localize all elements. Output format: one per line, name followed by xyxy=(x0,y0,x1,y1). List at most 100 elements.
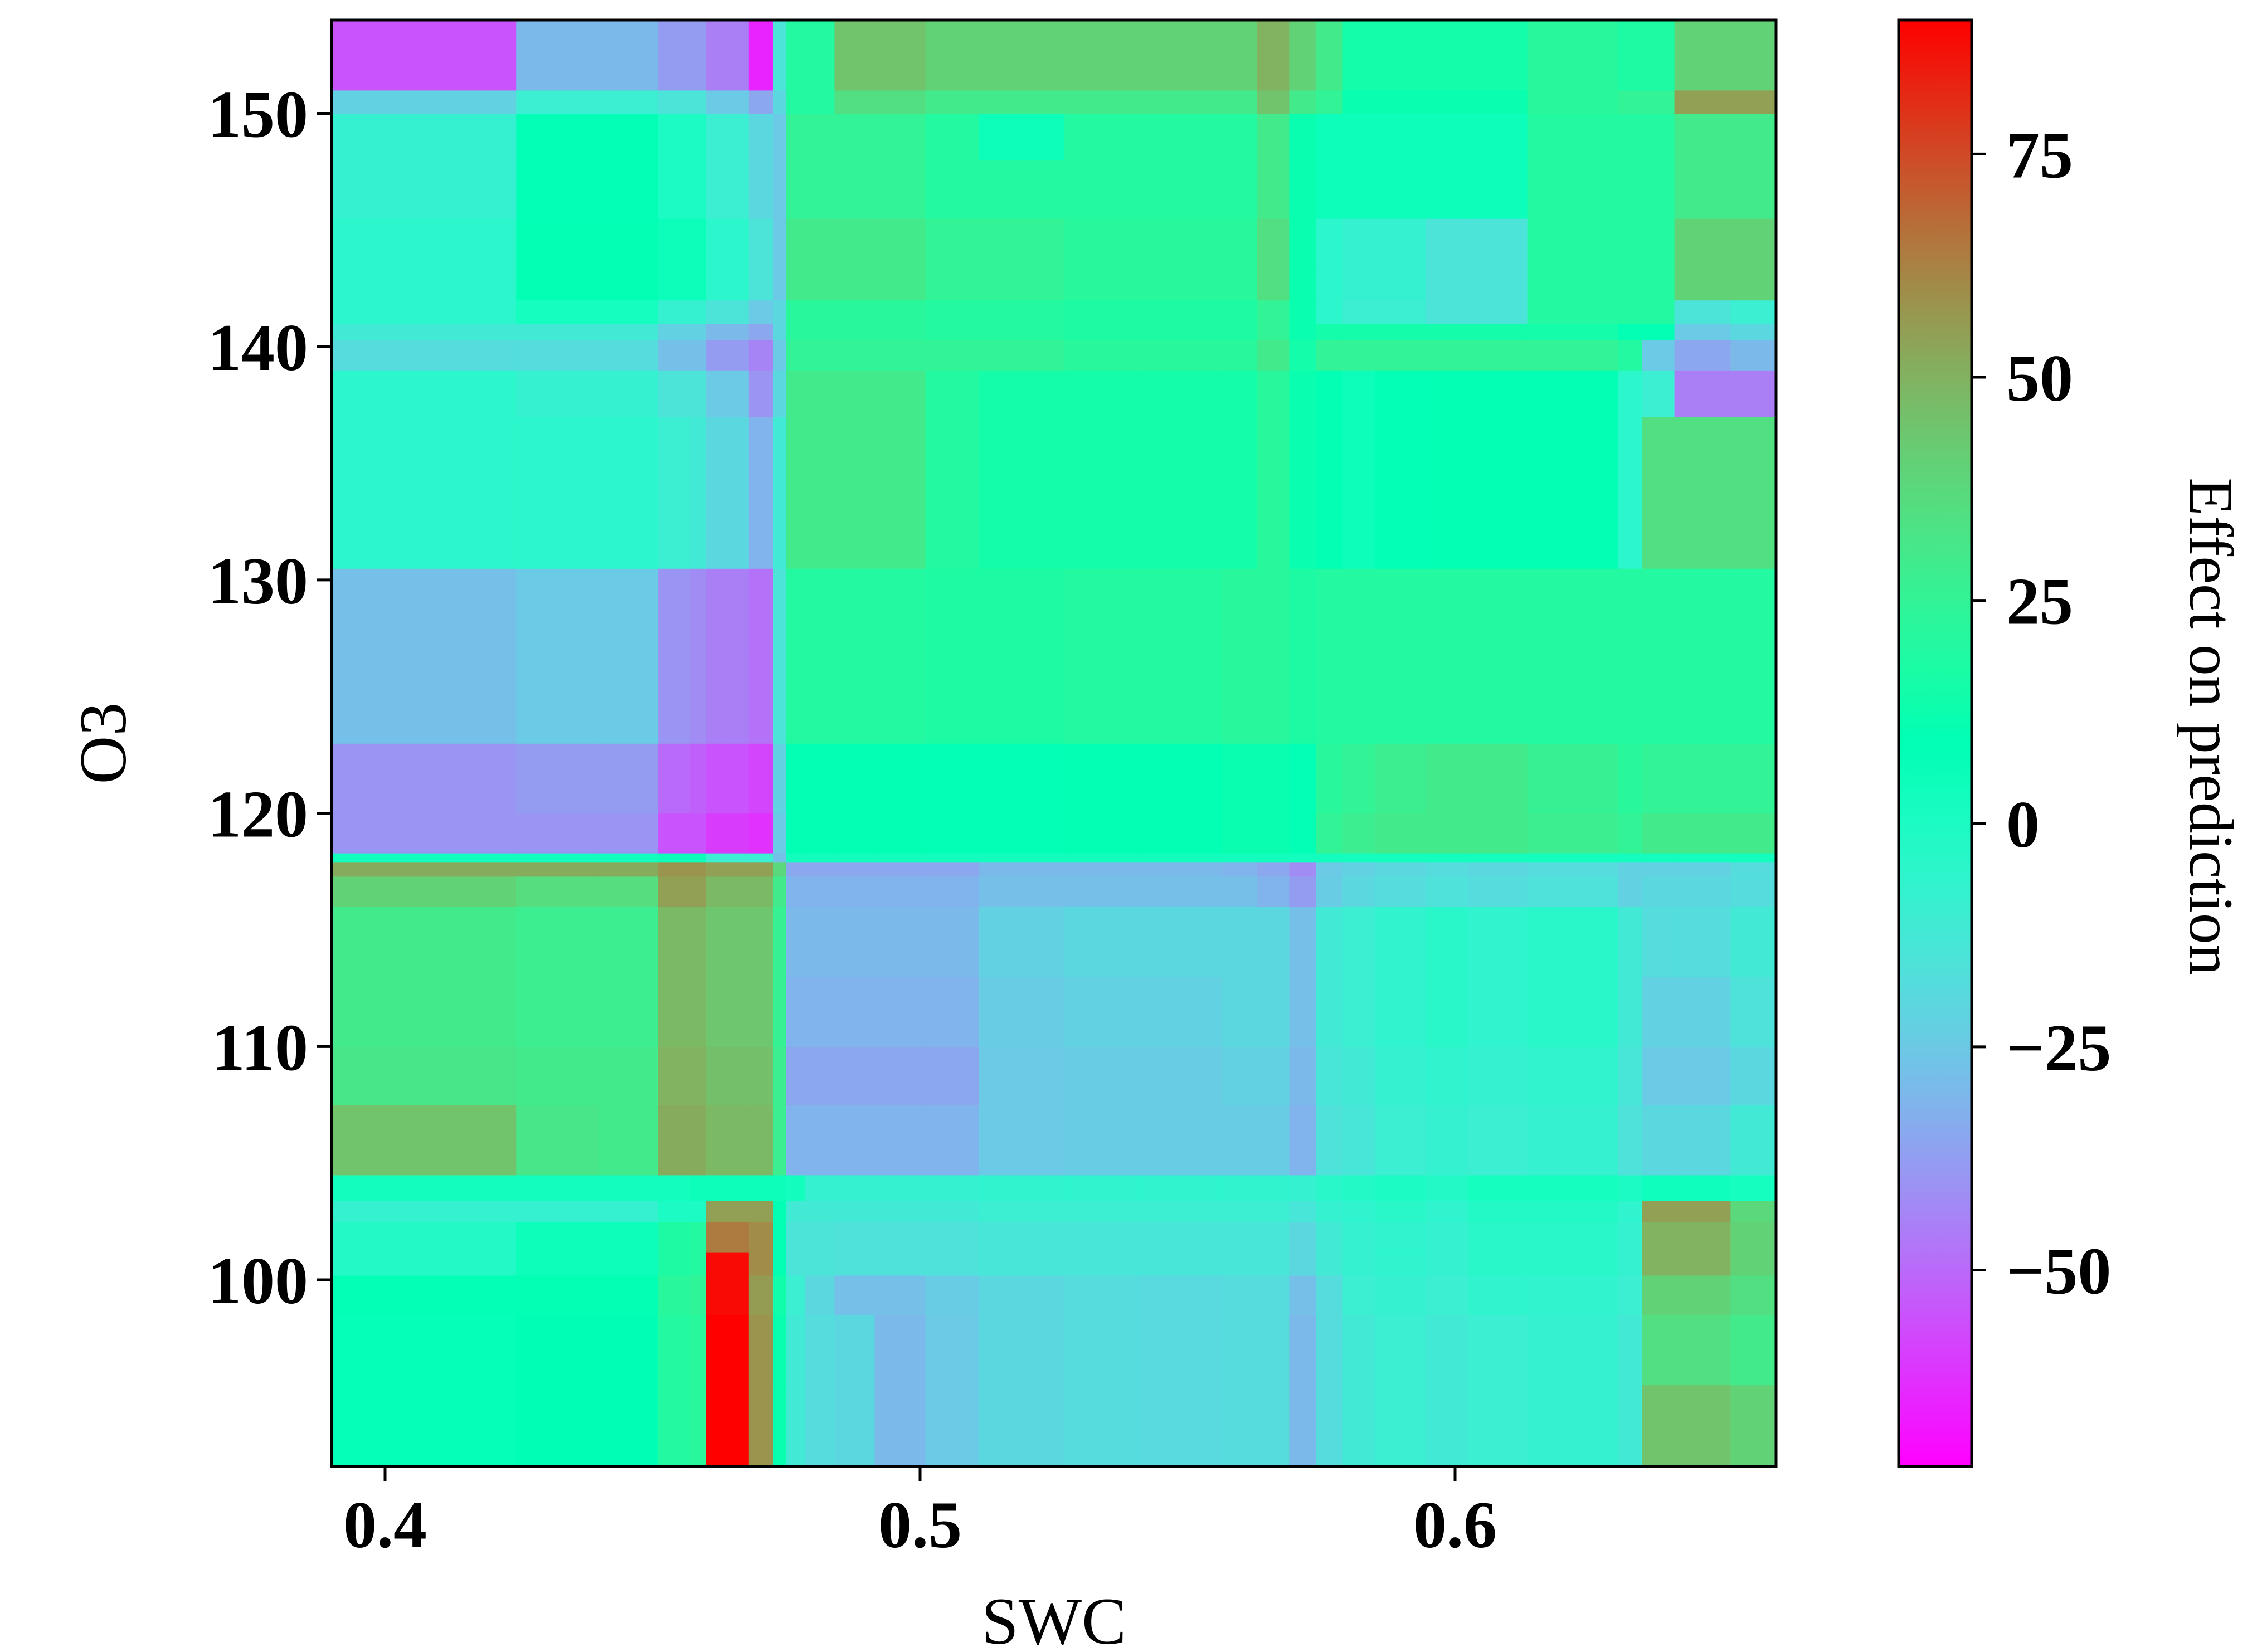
heatmap-cell xyxy=(516,1200,546,1222)
heatmap-cell xyxy=(1730,852,1777,863)
heatmap-cell xyxy=(1618,568,1643,651)
heatmap-cell xyxy=(658,1314,690,1386)
heatmap-cell xyxy=(773,1314,787,1386)
heatmap-cell xyxy=(805,1105,835,1176)
heatmap-cell xyxy=(1618,907,1643,977)
heatmap-cell xyxy=(786,113,806,160)
heatmap-cell xyxy=(658,1046,690,1105)
heatmap-cell xyxy=(834,1314,875,1386)
heatmap-cell xyxy=(1342,650,1375,744)
heatmap-cell xyxy=(1730,1200,1777,1222)
heatmap-cell xyxy=(1674,976,1731,1047)
heatmap-cell xyxy=(1342,1046,1375,1105)
heatmap-cell xyxy=(874,218,926,266)
heatmap-cell xyxy=(658,1385,690,1467)
heatmap-cell xyxy=(599,323,659,340)
heatmap-cell xyxy=(1642,300,1675,324)
heatmap-cell xyxy=(925,300,980,324)
heatmap-cell xyxy=(1064,876,1140,907)
heatmap-cell xyxy=(1426,862,1469,877)
heatmap-cell xyxy=(599,370,659,417)
heatmap-cell xyxy=(874,339,926,371)
heatmap-cell xyxy=(773,66,787,91)
heatmap-cell xyxy=(786,498,806,569)
heatmap-cell xyxy=(925,1046,980,1105)
heatmap-cell xyxy=(1375,160,1426,219)
heatmap-cell xyxy=(546,743,600,814)
heatmap-cell xyxy=(1139,113,1223,160)
heatmap-cell xyxy=(874,1175,926,1201)
heatmap-cell xyxy=(874,862,926,877)
heatmap-cell xyxy=(546,907,600,977)
heatmap-cell xyxy=(599,1314,659,1386)
heatmap-cell xyxy=(1674,339,1731,371)
heatmap-cell xyxy=(748,568,774,651)
heatmap-cell xyxy=(706,1385,723,1467)
heatmap-cell xyxy=(1468,1105,1528,1176)
heatmap-cell xyxy=(834,90,875,114)
heatmap-cell xyxy=(979,265,1065,301)
heatmap-cell xyxy=(1139,1251,1223,1276)
heatmap-cell xyxy=(1139,416,1223,499)
heatmap-cell xyxy=(658,1251,690,1276)
heatmap-cell xyxy=(874,743,926,814)
heatmap-cell xyxy=(1527,876,1619,907)
heatmap-cell xyxy=(1064,323,1140,340)
heatmap-cell xyxy=(925,20,980,67)
heatmap-cell xyxy=(690,813,707,854)
heatmap-cell xyxy=(925,1251,980,1276)
heatmap-cell xyxy=(773,568,787,651)
heatmap-cell xyxy=(1064,743,1140,814)
heatmap-cell xyxy=(805,1221,835,1253)
heatmap-cell xyxy=(979,160,1065,219)
heatmap-cell xyxy=(874,370,926,417)
heatmap-cell xyxy=(1426,568,1469,651)
heatmap-cell xyxy=(722,265,750,301)
heatmap-cell xyxy=(786,1221,806,1253)
heatmap-cell xyxy=(722,1105,750,1176)
heatmap-cell xyxy=(1618,1385,1643,1467)
heatmap-cell xyxy=(1674,1221,1731,1253)
heatmap-cell xyxy=(706,568,723,651)
heatmap-cell xyxy=(874,1385,926,1467)
heatmap-cell xyxy=(805,20,835,67)
heatmap-cell xyxy=(1527,66,1619,91)
heatmap-cell xyxy=(1222,813,1258,854)
heatmap-cell xyxy=(979,743,1065,814)
heatmap-cell xyxy=(1468,1251,1528,1276)
heatmap-cell xyxy=(1674,265,1731,301)
heatmap-cell xyxy=(1642,265,1675,301)
heatmap-cell xyxy=(979,370,1065,417)
heatmap-cell xyxy=(1316,90,1344,114)
heatmap-cell xyxy=(1375,113,1426,160)
x-axis-label: SWC xyxy=(981,1584,1126,1649)
heatmap-cell xyxy=(805,160,835,219)
heatmap-cell xyxy=(1468,976,1528,1047)
heatmap-cell xyxy=(834,1251,875,1276)
heatmap-cell xyxy=(722,1275,750,1315)
heatmap-cell xyxy=(1426,90,1469,114)
heatmap-cell xyxy=(1426,265,1469,301)
heatmap-cell xyxy=(1618,339,1643,371)
heatmap-cell xyxy=(925,1385,980,1467)
heatmap-cell xyxy=(546,90,600,114)
heatmap-cell xyxy=(1257,20,1290,67)
heatmap-cell xyxy=(1289,265,1317,301)
heatmap-cell xyxy=(1342,1200,1375,1222)
heatmap-cell xyxy=(690,1200,707,1222)
heatmap-cell xyxy=(786,976,806,1047)
heatmap-cell xyxy=(1527,1105,1619,1176)
heatmap-cell xyxy=(1316,1314,1344,1386)
heatmap-cell xyxy=(1222,90,1258,114)
heatmap-cell xyxy=(979,1046,1065,1105)
heatmap-cell xyxy=(1674,370,1731,417)
heatmap-cell xyxy=(332,743,517,814)
heatmap-cell xyxy=(925,1221,980,1253)
heatmap-cell xyxy=(546,1200,600,1222)
heatmap-cell xyxy=(722,66,750,91)
heatmap-cell xyxy=(546,1175,600,1201)
heatmap-cell xyxy=(805,66,835,91)
colorbar-tick-label: 0 xyxy=(2006,787,2040,861)
heatmap-cell xyxy=(722,1385,750,1467)
